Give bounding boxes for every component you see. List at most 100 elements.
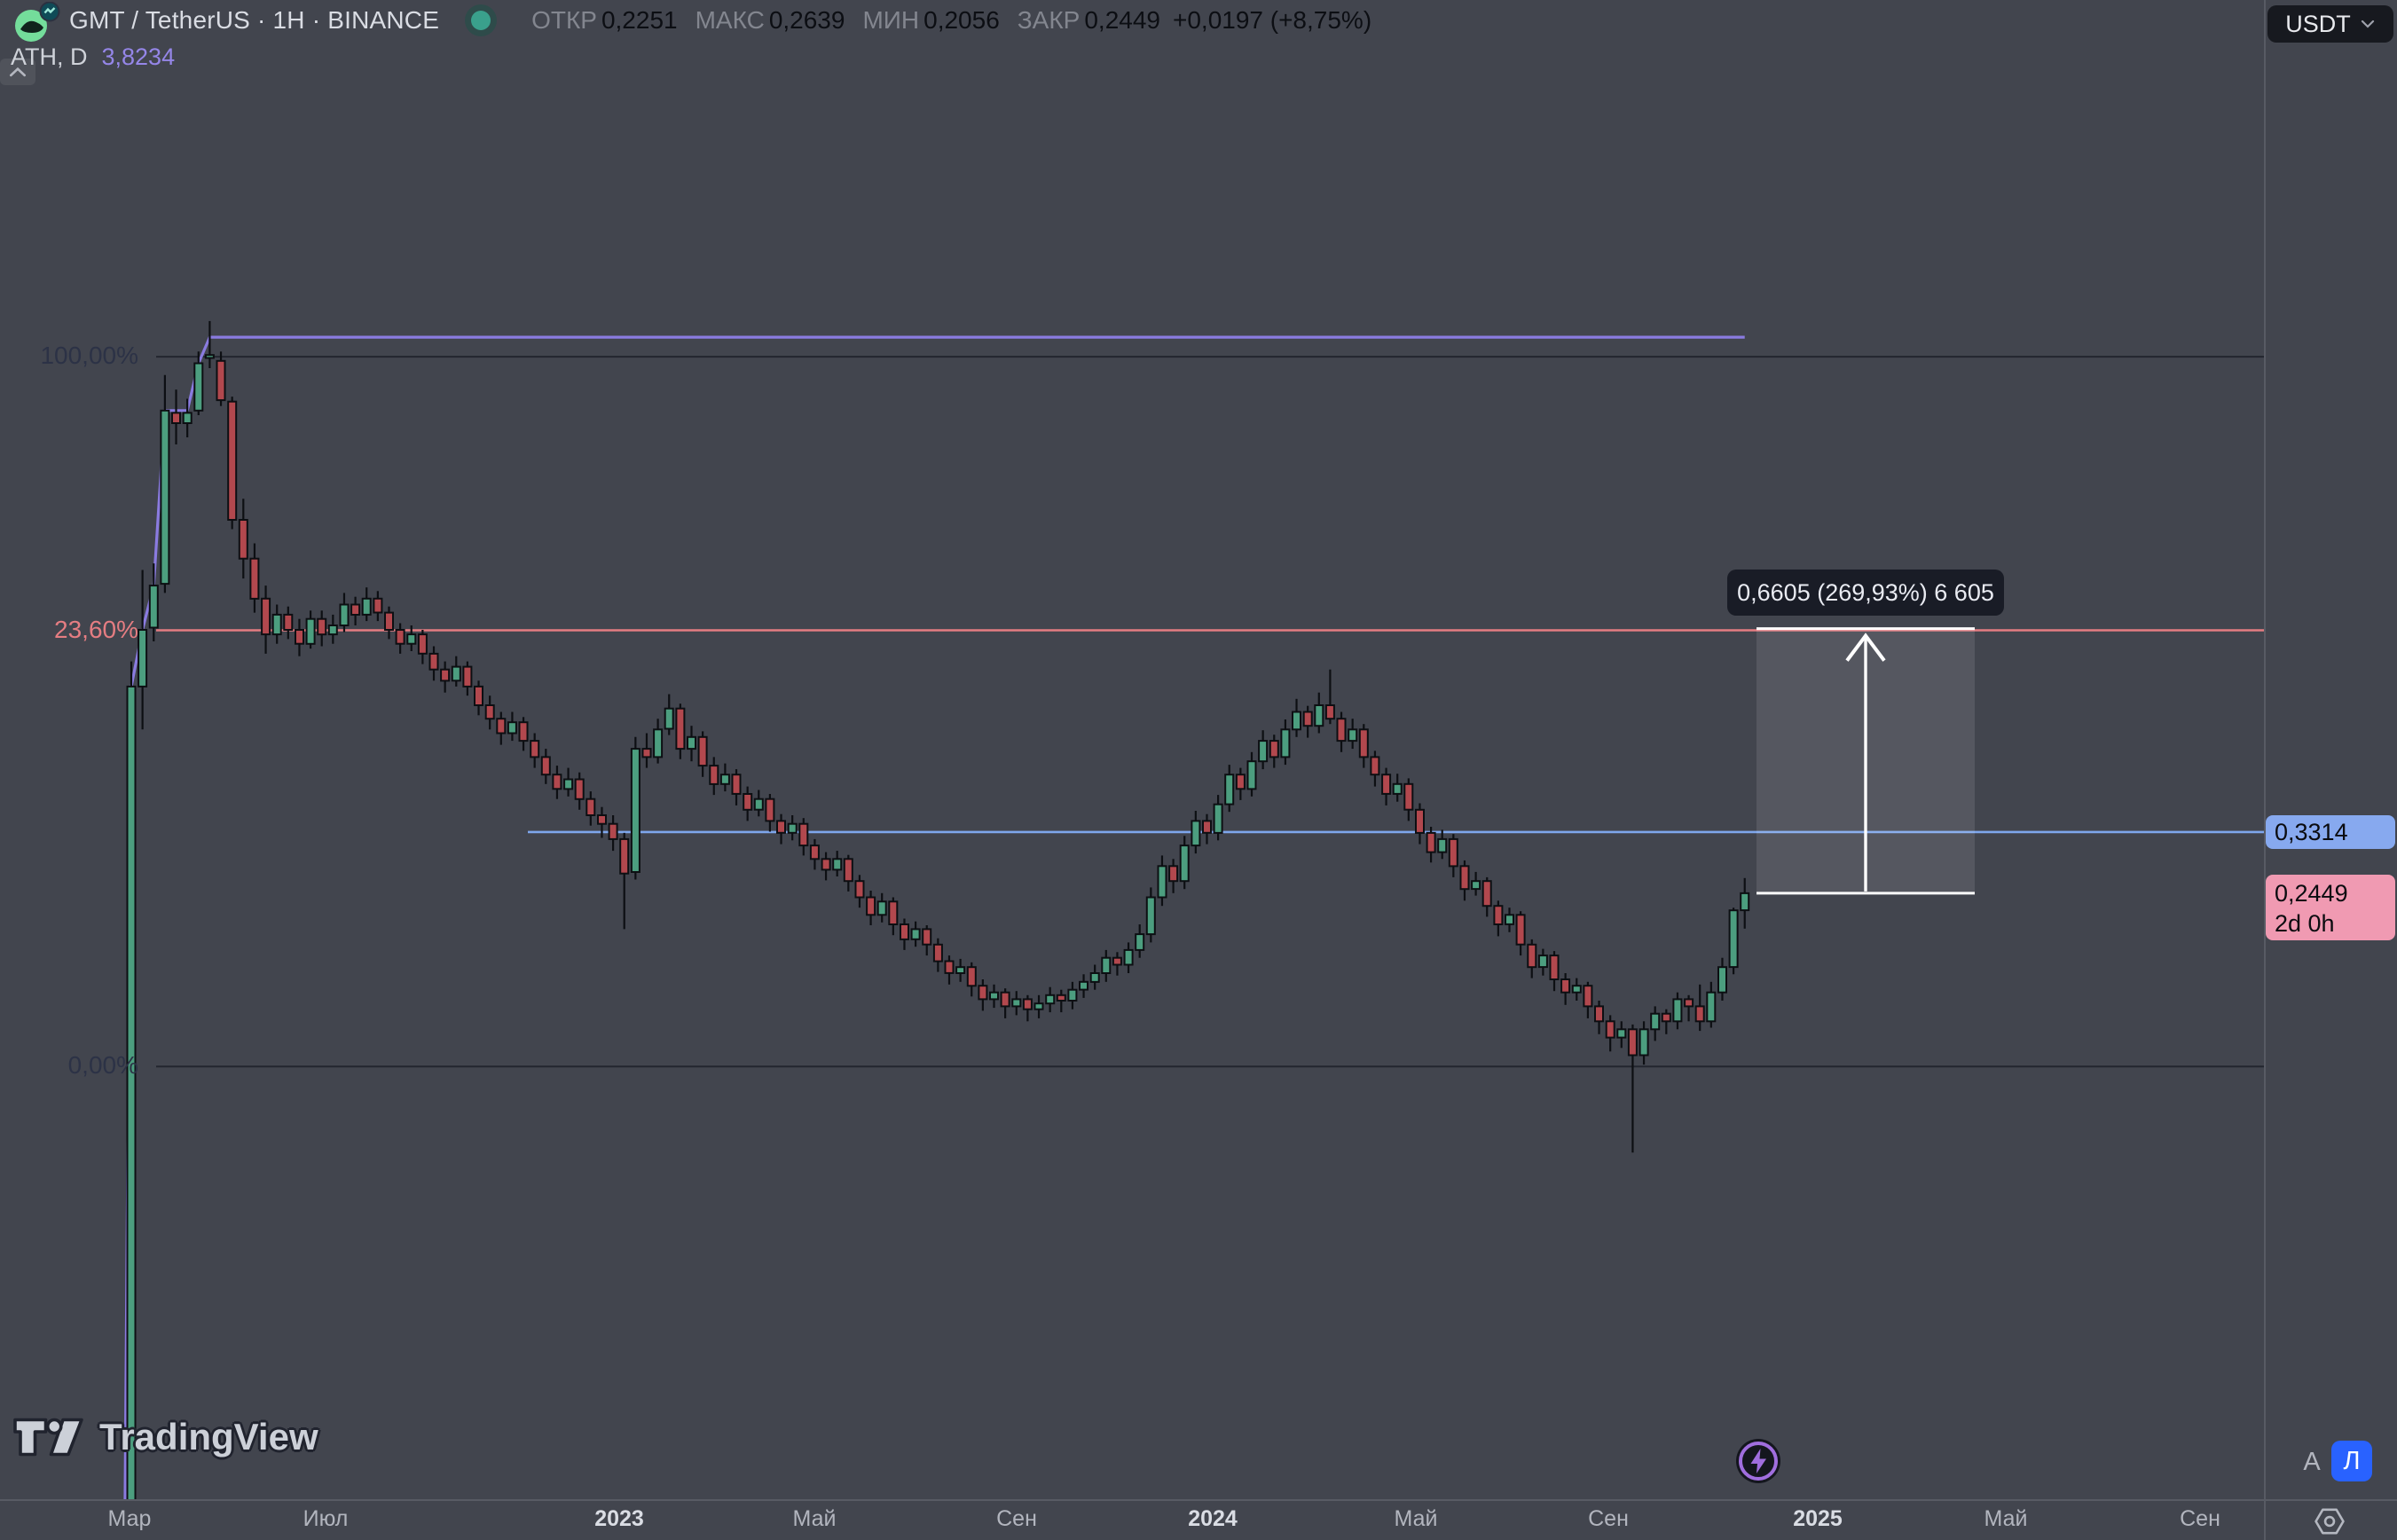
candle [373,591,383,622]
candle-body [484,704,495,720]
candle [249,543,260,613]
fib-level-label: 23,60% [54,615,138,643]
candle-body [350,603,361,616]
time-axis[interactable]: Мар Июл 2023 Май Сен 2024 Май Сен 2025 Май Сен [0,1501,2397,1540]
chevron-down-icon [2361,20,2374,28]
candle [900,918,909,950]
currency-dropdown-button[interactable]: USDT [2267,5,2393,43]
auto-scale-button[interactable]: А [2296,1442,2328,1481]
candle [361,587,372,622]
time-label-year: 2025 [1793,1506,1843,1531]
fib-level-label: 0,00% [67,1051,138,1080]
candle-body [1381,774,1392,795]
candle-body [1694,1005,1705,1023]
candle-body [1583,985,1593,1008]
candle [350,596,361,625]
candle [1067,981,1078,1010]
candle-body [1672,998,1683,1023]
time-label-month: Июл [303,1506,349,1531]
candle-body [1336,718,1347,742]
candle [922,925,932,956]
current-price-label[interactable]: 0,2449 2d 0h [2266,874,2395,940]
candle-body [1079,980,1088,991]
candle [1459,860,1470,901]
candle [204,320,215,368]
candle-body [451,665,461,682]
collapse-legend-button[interactable] [0,59,35,85]
axis-settings-button[interactable] [2312,1506,2347,1536]
candle-body [1022,998,1033,1010]
candle [451,656,461,687]
candle [171,389,181,444]
candle [1549,951,1560,992]
candle [641,733,652,768]
symbol-title[interactable]: GMT / TetherUS · 1H · BINANCE [69,6,440,34]
candle [474,680,483,716]
time-label-month: Мар [107,1506,152,1531]
candle [1616,1021,1627,1049]
candle [866,891,876,925]
price-axis[interactable]: 14,000010,00007,00005,00003,50002,50001,… [2266,0,2397,1499]
candle [1706,981,1717,1028]
candle [552,766,562,799]
price-range-tooltip-text: 0,6605 (269,93%) 6 605 [1737,578,1994,606]
candle-body [630,748,641,873]
candle-body [1537,955,1548,969]
indicator-name[interactable]: ATH, D [11,43,88,70]
candle-body [1493,905,1504,926]
open-label: ОТКР [531,6,597,34]
candle [731,769,742,805]
candle-body [1045,994,1056,1005]
candle [798,818,809,856]
candle-body [1627,1028,1638,1057]
candle [540,749,551,784]
candle [687,726,696,762]
candle-body [182,412,193,424]
candle-body [922,928,932,946]
candle-body [697,735,708,767]
candle-body [675,707,686,750]
price-range-tool[interactable] [1756,627,1975,895]
candle-body [1639,1028,1649,1057]
indicator-row[interactable]: ATH, D 3,8234 [11,41,1371,73]
candle-countdown: 2d 0h [2275,909,2335,937]
candle [664,694,674,735]
candle-body [563,778,574,790]
candlestick-chart[interactable] [0,0,2264,1499]
candle-body [406,633,417,645]
candle-body [1505,914,1514,925]
candle [1583,981,1593,1018]
candle [989,984,999,1009]
log-scale-button[interactable]: Л [2331,1441,2372,1481]
candle-body [888,900,899,925]
candle-body [1246,760,1257,790]
open-value: 0,2251 [601,6,678,34]
candle [1515,911,1526,956]
blue-price-line-label[interactable]: 0,3314 [2266,814,2395,849]
candle-body [395,629,405,645]
candle [428,646,439,681]
candle-body [1168,865,1179,883]
candle [148,563,159,641]
market-status-icon[interactable] [471,11,491,30]
candle [1168,859,1179,893]
candle-body [261,597,271,636]
candle-body [171,412,181,424]
candle [1437,829,1448,860]
candle-body [719,774,730,785]
candle-body [193,362,204,412]
candle [876,892,887,923]
candle-body [753,798,764,811]
tradingview-logo[interactable]: TradingView [12,1416,318,1458]
candle-body [1067,988,1078,1002]
flash-button[interactable] [1734,1437,1782,1485]
candle [1605,1015,1615,1052]
candle [776,813,786,845]
candle [1403,778,1414,821]
chart-pane[interactable]: TradingView 0,6605 (269,93%) 6 605 100,0… [0,0,2264,1499]
candle [1033,994,1044,1018]
time-label-month: Сен [2180,1506,2220,1531]
candle [305,610,316,649]
candle-body [271,613,282,636]
